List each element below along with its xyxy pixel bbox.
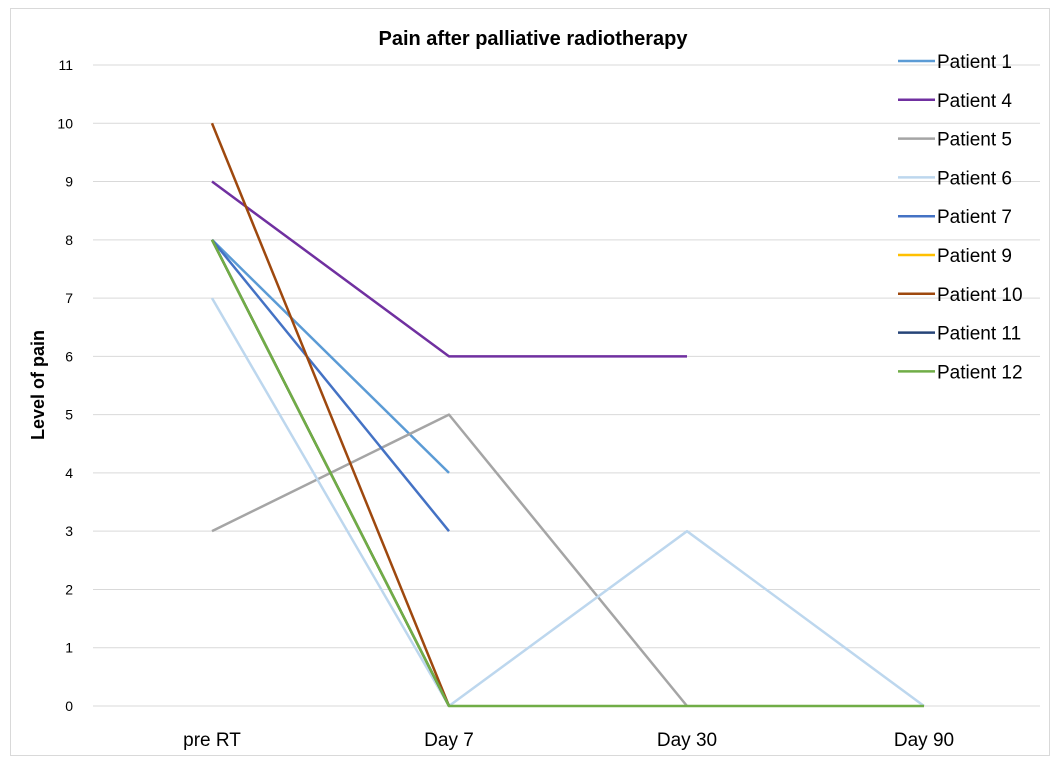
chart-frame [10,8,1050,756]
y-tick-label: 3 [65,523,73,539]
y-tick-label: 8 [65,232,73,248]
series-line-patient-6 [210,297,925,708]
series-line-patient-12 [210,239,924,708]
y-tick-label: 4 [65,465,73,481]
y-tick-label: 0 [65,698,73,714]
y-axis-ticks: 0 1 2 3 4 5 6 7 8 9 10 11 [57,57,73,714]
y-tick-label: 9 [65,174,73,190]
x-tick-label: Day 7 [424,730,474,751]
x-axis-ticks: pre RT Day 7 Day 30 Day 90 [183,730,954,751]
y-tick-label: 1 [65,640,73,656]
y-tick-label: 10 [57,115,73,131]
series-line-patient-5 [211,413,688,707]
y-tick-label: 11 [58,57,73,73]
series-lines [210,122,925,708]
legend-label: Patient 10 [937,285,1023,306]
legend-label: Patient 4 [937,91,1012,112]
series-line-patient-7 [211,239,450,532]
series-line-patient-4 [211,180,687,358]
legend: Patient 1 Patient 4 Patient 5 Patient 6 Pati… [898,52,1023,383]
y-tick-label: 5 [65,407,73,423]
legend-label: Patient 7 [937,207,1012,228]
y-tick-label: 7 [65,290,73,306]
legend-label: Patient 12 [937,362,1023,383]
y-axis-label: Level of pain [28,330,48,440]
x-tick-label: pre RT [183,730,241,751]
chart-title: Pain after palliative radiotherapy [379,28,689,50]
gridlines [93,64,1040,707]
legend-label: Patient 11 [937,324,1021,345]
y-tick-label: 2 [65,581,73,597]
legend-label: Patient 9 [937,246,1012,267]
legend-label: Patient 6 [937,168,1012,189]
legend-label: Patient 5 [937,130,1012,151]
x-tick-label: Day 90 [894,730,954,751]
series-line-patient-10 [210,122,451,707]
legend-label: Patient 1 [937,52,1012,73]
x-tick-label: Day 30 [657,730,717,751]
y-tick-label: 6 [65,348,73,364]
